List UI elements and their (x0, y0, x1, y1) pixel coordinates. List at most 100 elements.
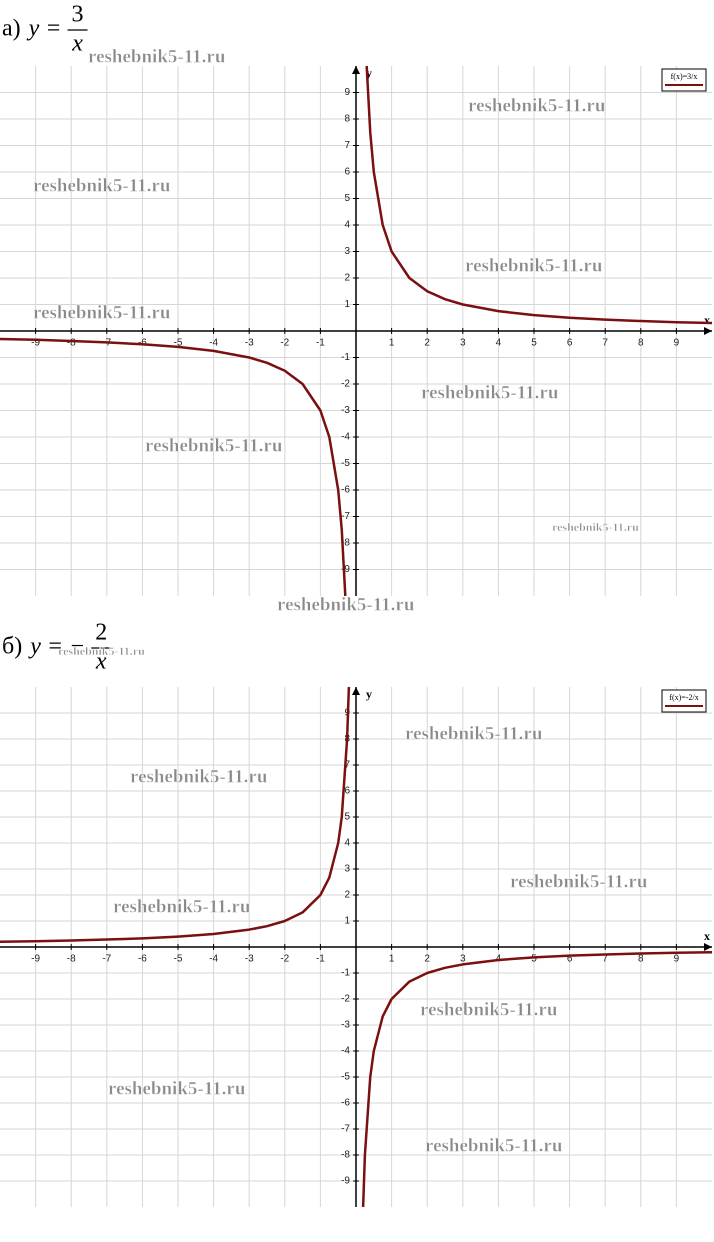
x-tick-label: 6 (567, 338, 573, 349)
y-tick-label: -8 (341, 538, 350, 549)
x-arrow (704, 943, 712, 951)
x-arrow (704, 327, 712, 335)
watermark: reshebnik5-11.ru (552, 520, 639, 534)
watermark: reshebnik5-11.ru (465, 255, 603, 276)
x-tick-label: 1 (389, 954, 395, 965)
x-tick-label: 7 (602, 954, 608, 965)
y-tick-label: -9 (341, 1176, 350, 1187)
x-axis-label: x (704, 313, 710, 327)
x-tick-label: 8 (638, 338, 644, 349)
x-tick-label: -8 (67, 338, 76, 349)
x-tick-label: 2 (424, 338, 430, 349)
title-denominator: x (95, 649, 107, 675)
y-tick-label: -1 (341, 352, 350, 363)
chart: xy-9 -8 -7 -6 -5 -4 -3 -2 -1 1 2 3 4 5 6 7 8 9-9-8-7-6-5-… (0, 620, 712, 1208)
x-tick-label: 2 (424, 954, 430, 965)
x-tick-label: 6 (567, 954, 573, 965)
y-tick-label: -2 (341, 379, 350, 390)
x-tick-label: -3 (245, 338, 254, 349)
y-axis-label: y (366, 687, 372, 701)
watermark: reshebnik5-11.ru (420, 999, 558, 1020)
y-arrow (352, 687, 360, 695)
x-tick-label: -9 (31, 338, 40, 349)
watermark: reshebnik5-11.ru (510, 871, 648, 892)
title-numerator: 2 (95, 620, 107, 646)
x-tick-label: -9 (31, 954, 40, 965)
y-tick-label: 4 (344, 220, 350, 231)
x-tick-label: 9 (674, 338, 680, 349)
watermark: reshebnik5-11.ru (88, 46, 226, 67)
watermark: reshebnik5-11.ru (468, 95, 606, 116)
y-tick-label: 7 (344, 140, 350, 151)
y-tick-label: -6 (341, 485, 350, 496)
title-label: б) (2, 634, 22, 660)
y-tick-label: 3 (344, 246, 350, 257)
y-tick-label: -6 (341, 1098, 350, 1109)
watermark: reshebnik5-11.ru (113, 896, 251, 917)
x-tick-label: -7 (102, 954, 111, 965)
y-tick-label: 4 (344, 838, 350, 849)
legend-label: f(x)=-2/x (669, 693, 698, 702)
y-tick-label: 8 (344, 114, 350, 125)
x-tick-label: 1 (389, 338, 395, 349)
x-tick-label: -2 (280, 954, 289, 965)
x-axis-label: x (704, 929, 710, 943)
y-tick-label: 2 (344, 890, 350, 901)
y-tick-label: -5 (341, 1072, 350, 1083)
x-tick-label: -4 (209, 954, 218, 965)
x-tick-label: -8 (67, 954, 76, 965)
y-tick-label: 3 (344, 864, 350, 875)
y-tick-label: 1 (344, 299, 350, 310)
x-tick-label: -3 (245, 954, 254, 965)
x-tick-label: 4 (496, 338, 502, 349)
y-tick-label: -5 (341, 458, 350, 469)
y-tick-label: -7 (341, 511, 350, 522)
y-tick-label: 6 (344, 167, 350, 178)
y-tick-label: -3 (341, 405, 350, 416)
y-tick-label: -1 (341, 968, 350, 979)
y-tick-label: 9 (344, 87, 350, 98)
x-tick-label: 7 (602, 338, 608, 349)
title-label: а) (2, 16, 21, 42)
watermark: reshebnik5-11.ru (145, 435, 283, 456)
x-tick-label: -5 (174, 954, 183, 965)
title-lhs: y = − (28, 634, 85, 660)
watermark: reshebnik5-11.ru (130, 766, 268, 787)
watermark: reshebnik5-11.ru (277, 594, 415, 615)
y-tick-label: 5 (344, 812, 350, 823)
x-tick-label: 5 (531, 954, 537, 965)
x-tick-label: -1 (316, 338, 325, 349)
legend-label: f(x)=3/x (671, 72, 698, 81)
watermark: reshebnik5-11.ru (58, 644, 145, 658)
x-tick-label: -1 (316, 954, 325, 965)
x-tick-label: 5 (531, 338, 537, 349)
y-tick-label: 6 (344, 786, 350, 797)
title-numerator: 3 (72, 2, 84, 28)
title-lhs: y = (27, 16, 62, 42)
x-tick-label: 8 (638, 954, 644, 965)
x-tick-label: -6 (138, 954, 147, 965)
x-tick-label: -5 (174, 338, 183, 349)
watermark: reshebnik5-11.ru (108, 1078, 246, 1099)
x-tick-label: 3 (460, 954, 466, 965)
chart: xy-9 -8 -7 -6 -5 -4 -3 -2 -1 1 2 3 4 5 6 7 8 9-9-8-7-6-5-… (0, 2, 712, 616)
watermark: reshebnik5-11.ru (421, 382, 559, 403)
y-tick-label: 2 (344, 273, 350, 284)
x-tick-label: 3 (460, 338, 466, 349)
y-tick-label: -4 (341, 432, 350, 443)
watermark: reshebnik5-11.ru (405, 723, 543, 744)
y-tick-label: 1 (344, 916, 350, 927)
curve (0, 65, 712, 597)
y-tick-label: -4 (341, 1046, 350, 1057)
y-tick-label: -7 (341, 1124, 350, 1135)
x-tick-label: 9 (674, 954, 680, 965)
y-tick-label: -3 (341, 1020, 350, 1031)
y-arrow (352, 66, 360, 74)
curve (0, 686, 712, 1208)
x-tick-label: -4 (209, 338, 218, 349)
y-tick-label: -2 (341, 994, 350, 1005)
y-tick-label: 7 (344, 760, 350, 771)
x-tick-label: -2 (280, 338, 289, 349)
title-denominator: x (71, 31, 83, 57)
